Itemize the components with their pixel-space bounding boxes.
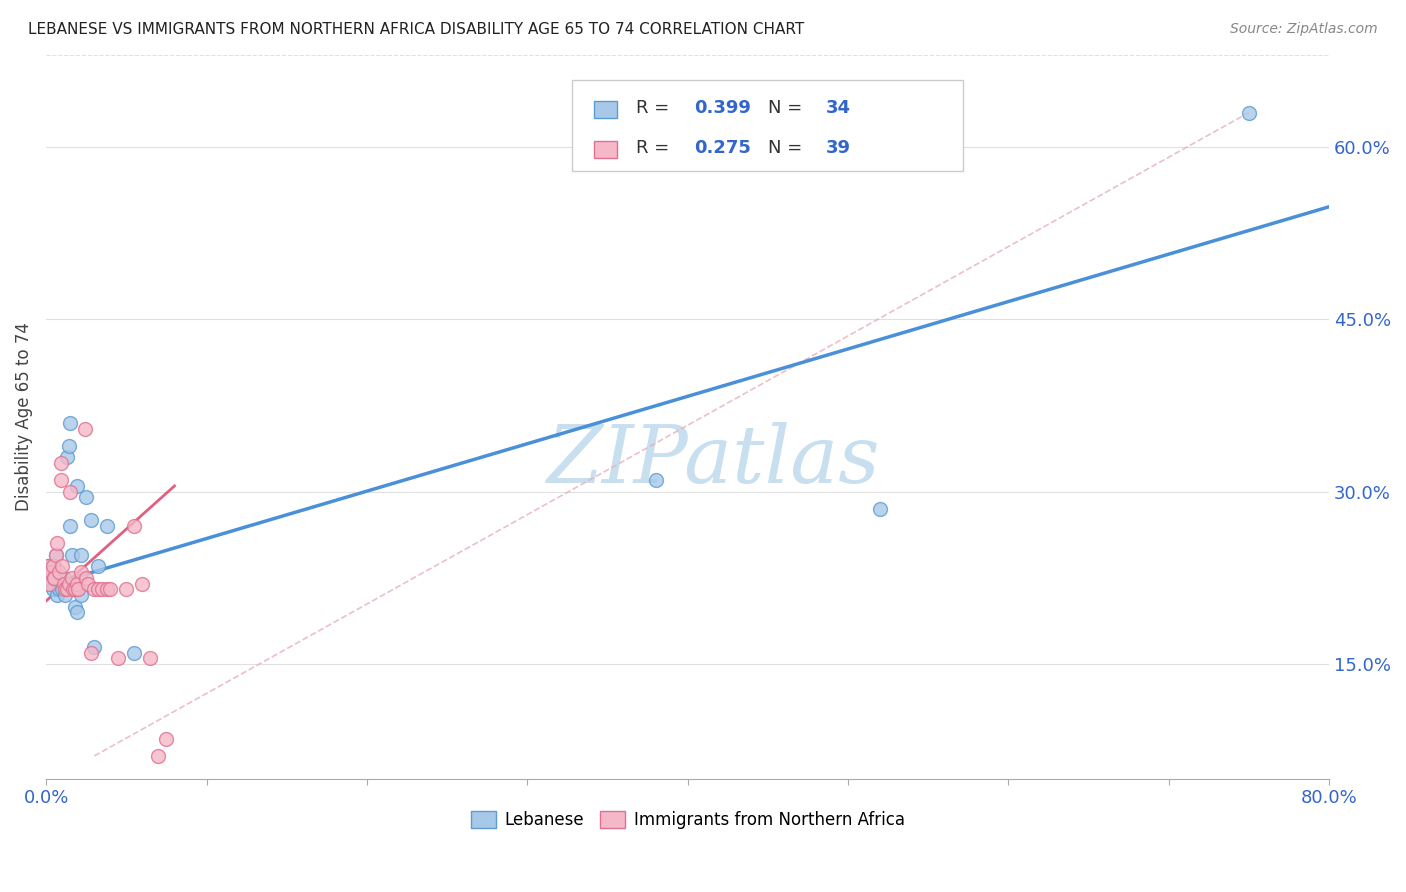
Point <box>46 536 69 550</box>
Text: LEBANESE VS IMMIGRANTS FROM NORTHERN AFRICA DISABILITY AGE 65 TO 74 CORRELATION : LEBANESE VS IMMIGRANTS FROM NORTHERN AFR… <box>28 22 804 37</box>
Point <box>67 582 90 597</box>
Point <box>41 559 63 574</box>
Point <box>1237 105 1260 120</box>
Point <box>39 565 62 579</box>
FancyBboxPatch shape <box>593 141 617 158</box>
Point <box>869 502 891 516</box>
Point <box>49 473 72 487</box>
Point <box>45 548 67 562</box>
Point <box>98 582 121 597</box>
Point <box>37 559 59 574</box>
Y-axis label: Disability Age 65 to 74: Disability Age 65 to 74 <box>15 323 32 511</box>
Point <box>52 576 75 591</box>
Point <box>48 582 70 597</box>
Legend: Lebanese, Immigrants from Northern Africa: Lebanese, Immigrants from Northern Afric… <box>464 805 911 836</box>
Point <box>96 582 118 597</box>
Point <box>45 548 67 562</box>
Point <box>59 519 82 533</box>
Point <box>70 548 93 562</box>
Point <box>55 588 77 602</box>
Point <box>58 439 80 453</box>
Point <box>70 565 93 579</box>
Point <box>124 646 146 660</box>
Text: Source: ZipAtlas.com: Source: ZipAtlas.com <box>1230 22 1378 37</box>
Point <box>155 731 177 746</box>
Point <box>46 588 69 602</box>
Point <box>148 748 170 763</box>
Text: 39: 39 <box>827 138 851 157</box>
Text: R =: R = <box>637 99 675 117</box>
Point <box>44 565 66 579</box>
Point <box>139 651 162 665</box>
Point <box>44 571 66 585</box>
Point <box>60 548 83 562</box>
Point <box>67 582 90 597</box>
Text: ZIPatlas: ZIPatlas <box>547 422 880 500</box>
FancyBboxPatch shape <box>572 80 963 171</box>
Point <box>77 576 100 591</box>
Point <box>66 479 89 493</box>
Point <box>62 582 84 597</box>
Text: R =: R = <box>637 138 675 157</box>
FancyBboxPatch shape <box>593 101 617 118</box>
Point <box>96 519 118 533</box>
Point <box>52 571 75 585</box>
Point <box>115 582 138 597</box>
Point <box>41 582 63 597</box>
Point <box>59 484 82 499</box>
Point <box>63 582 86 597</box>
Point <box>48 565 70 579</box>
Text: 0.399: 0.399 <box>695 99 751 117</box>
Text: N =: N = <box>769 99 808 117</box>
Point <box>83 582 105 597</box>
Point <box>62 576 84 591</box>
Point <box>49 456 72 470</box>
Point <box>39 576 62 591</box>
Point <box>73 421 96 435</box>
Point <box>37 559 59 574</box>
Point <box>49 576 72 591</box>
Point <box>55 582 77 597</box>
Point <box>56 450 79 465</box>
Point <box>75 491 97 505</box>
Point <box>75 571 97 585</box>
Point <box>60 571 83 585</box>
Point <box>70 588 93 602</box>
Point <box>44 559 66 574</box>
Point <box>44 571 66 585</box>
Text: N =: N = <box>769 138 808 157</box>
Point <box>38 576 60 591</box>
Point <box>51 559 73 574</box>
Point <box>80 513 103 527</box>
Point <box>91 582 114 597</box>
Point <box>66 576 89 591</box>
Point <box>86 582 108 597</box>
Point <box>124 519 146 533</box>
Point <box>66 605 89 619</box>
Point <box>59 416 82 430</box>
Text: 0.275: 0.275 <box>695 138 751 157</box>
Point <box>131 576 153 591</box>
Point <box>38 571 60 585</box>
Point <box>107 651 129 665</box>
Point <box>80 646 103 660</box>
Point <box>644 473 666 487</box>
Point <box>83 640 105 654</box>
Text: 34: 34 <box>827 99 851 117</box>
Point <box>63 599 86 614</box>
Point <box>56 582 79 597</box>
Point <box>58 576 80 591</box>
Point <box>86 559 108 574</box>
Point <box>51 582 73 597</box>
